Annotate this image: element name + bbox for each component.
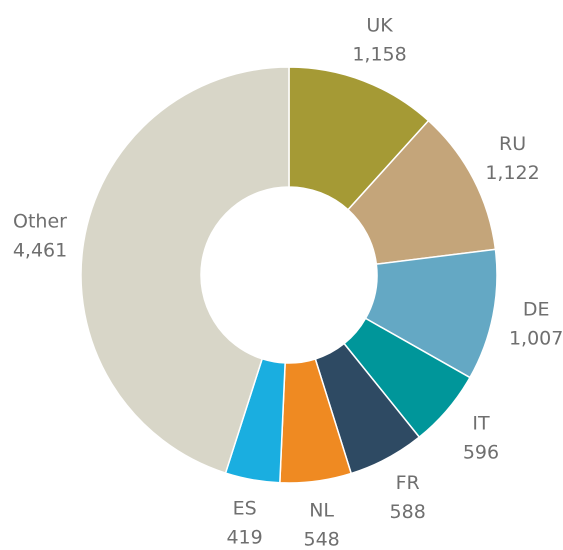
value-label: 1,122 [485, 162, 539, 184]
slice-label: FR [396, 472, 420, 494]
value-label: 588 [390, 501, 426, 523]
value-label: 4,461 [13, 240, 67, 262]
value-label: 1,007 [509, 328, 563, 350]
value-label: 1,158 [352, 43, 406, 65]
slice-label: RU [499, 133, 526, 155]
slice-label: ES [233, 498, 257, 520]
slice-label: DE [523, 299, 550, 321]
slice [80, 66, 290, 475]
slice-label: NL [309, 499, 334, 521]
slice-label: IT [472, 413, 490, 435]
slice-label: Other [13, 211, 67, 233]
slice-label: UK [366, 14, 393, 36]
value-label: 419 [226, 527, 262, 549]
value-label: 596 [463, 442, 499, 464]
value-label: 548 [303, 528, 339, 550]
